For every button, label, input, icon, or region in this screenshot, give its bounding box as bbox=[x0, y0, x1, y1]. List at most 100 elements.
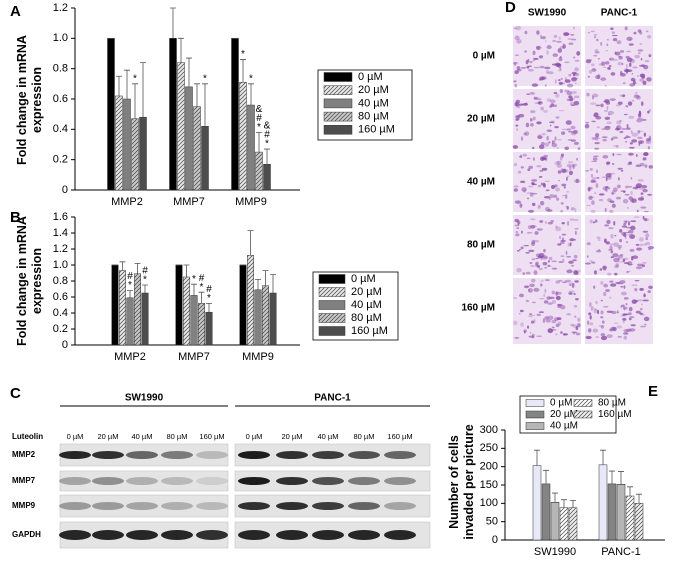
micrograph-texture bbox=[574, 82, 577, 85]
bar bbox=[139, 116, 147, 191]
micrograph-texture bbox=[572, 26, 576, 30]
micrograph-texture bbox=[615, 263, 619, 268]
legend-swatch bbox=[525, 410, 545, 419]
micrograph-texture bbox=[644, 164, 648, 168]
micrograph-texture bbox=[569, 97, 574, 102]
micrograph-texture bbox=[626, 36, 633, 41]
micrograph-texture bbox=[520, 67, 527, 69]
micrograph-texture bbox=[535, 257, 539, 260]
micrograph-texture bbox=[591, 63, 595, 67]
micrograph-texture bbox=[551, 299, 556, 304]
micrograph-texture bbox=[600, 316, 604, 319]
significance-mark: * bbox=[203, 73, 207, 84]
micrograph-texture bbox=[597, 239, 601, 241]
micrograph-texture bbox=[639, 312, 643, 315]
micrograph-texture bbox=[566, 313, 571, 316]
micrograph-texture bbox=[526, 192, 533, 194]
micrograph-texture bbox=[536, 264, 541, 268]
blot-band bbox=[59, 477, 91, 485]
micrograph-texture bbox=[547, 221, 553, 225]
micrograph-texture bbox=[541, 36, 546, 40]
micrograph-texture bbox=[549, 105, 553, 108]
micrograph-texture bbox=[515, 99, 521, 104]
micrograph-texture bbox=[527, 68, 534, 72]
micrograph-texture bbox=[619, 238, 622, 243]
significance-mark: # bbox=[142, 266, 148, 277]
micrograph-texture bbox=[562, 194, 567, 197]
micrograph-texture bbox=[640, 57, 643, 61]
micrograph-texture bbox=[628, 306, 633, 312]
micrograph-texture bbox=[610, 137, 614, 141]
micrograph-texture bbox=[566, 191, 569, 193]
micrograph-texture bbox=[573, 56, 576, 59]
micrograph-texture bbox=[540, 156, 545, 162]
micrograph-texture bbox=[623, 297, 629, 300]
micrograph-texture bbox=[545, 319, 551, 323]
micrograph-texture bbox=[531, 183, 537, 186]
micrograph-texture bbox=[594, 51, 600, 54]
blot-band bbox=[348, 477, 380, 485]
micrograph-texture bbox=[594, 141, 600, 145]
micrograph-texture bbox=[540, 280, 544, 282]
lane-label: 40 µM bbox=[318, 432, 339, 441]
micrograph-texture bbox=[598, 63, 604, 66]
micrograph-texture bbox=[641, 101, 644, 106]
micrograph-texture bbox=[539, 55, 544, 59]
micrograph-texture bbox=[513, 80, 517, 83]
micrograph-texture bbox=[528, 314, 533, 318]
micrograph-texture bbox=[516, 68, 522, 72]
micrograph-texture bbox=[608, 227, 614, 230]
micrograph-texture bbox=[559, 66, 562, 71]
micrograph-texture bbox=[515, 230, 519, 234]
micrograph-texture bbox=[536, 335, 542, 337]
bar bbox=[263, 163, 271, 191]
significance-mark: # bbox=[256, 113, 262, 124]
blot-band bbox=[384, 477, 416, 485]
micrograph-texture bbox=[635, 153, 638, 157]
significance-mark: & bbox=[256, 104, 263, 115]
micrograph-texture bbox=[575, 326, 579, 331]
micrograph-texture bbox=[636, 118, 643, 123]
bar bbox=[201, 126, 209, 191]
micrograph-texture bbox=[524, 30, 528, 35]
y-tick-label: 150 bbox=[480, 479, 498, 491]
row-label: 0 µM bbox=[473, 51, 495, 62]
micrograph-texture bbox=[520, 180, 526, 184]
micrograph-texture bbox=[553, 34, 558, 39]
micrograph-texture bbox=[561, 128, 568, 131]
micrograph-texture bbox=[594, 219, 598, 223]
micrograph-texture bbox=[518, 313, 521, 315]
micrograph-texture bbox=[600, 310, 604, 315]
micrograph-texture bbox=[528, 288, 531, 292]
bar bbox=[115, 95, 123, 191]
micrograph-texture bbox=[625, 141, 628, 143]
micrograph-texture bbox=[543, 196, 551, 199]
micrograph-texture bbox=[625, 241, 629, 243]
error-bar bbox=[186, 57, 192, 87]
micrograph-texture bbox=[602, 138, 607, 142]
micrograph-texture bbox=[641, 76, 646, 79]
error-bar bbox=[170, 7, 176, 39]
y-tick-label: 0 bbox=[492, 534, 498, 546]
micrograph-texture bbox=[608, 64, 612, 67]
micrograph-texture bbox=[538, 55, 541, 58]
row-label: MMP2 bbox=[12, 450, 36, 459]
micrograph-texture bbox=[535, 45, 541, 51]
micrograph-texture bbox=[625, 328, 632, 332]
micrograph-texture bbox=[609, 280, 614, 283]
micrograph-texture bbox=[627, 233, 631, 236]
micrograph-texture bbox=[645, 241, 651, 246]
micrograph-texture bbox=[560, 77, 563, 81]
micrograph-texture bbox=[588, 195, 593, 201]
micrograph-texture bbox=[553, 92, 558, 95]
micrograph-texture bbox=[569, 238, 575, 242]
micrograph-texture bbox=[529, 60, 533, 64]
micrograph-texture bbox=[589, 315, 592, 320]
micrograph-texture bbox=[540, 106, 545, 111]
micrograph-texture bbox=[616, 184, 621, 189]
micrograph-texture bbox=[544, 206, 550, 212]
micrograph-texture bbox=[547, 264, 551, 267]
micrograph-texture bbox=[627, 261, 633, 266]
blot-band bbox=[92, 477, 124, 485]
micrograph-texture bbox=[602, 265, 607, 270]
